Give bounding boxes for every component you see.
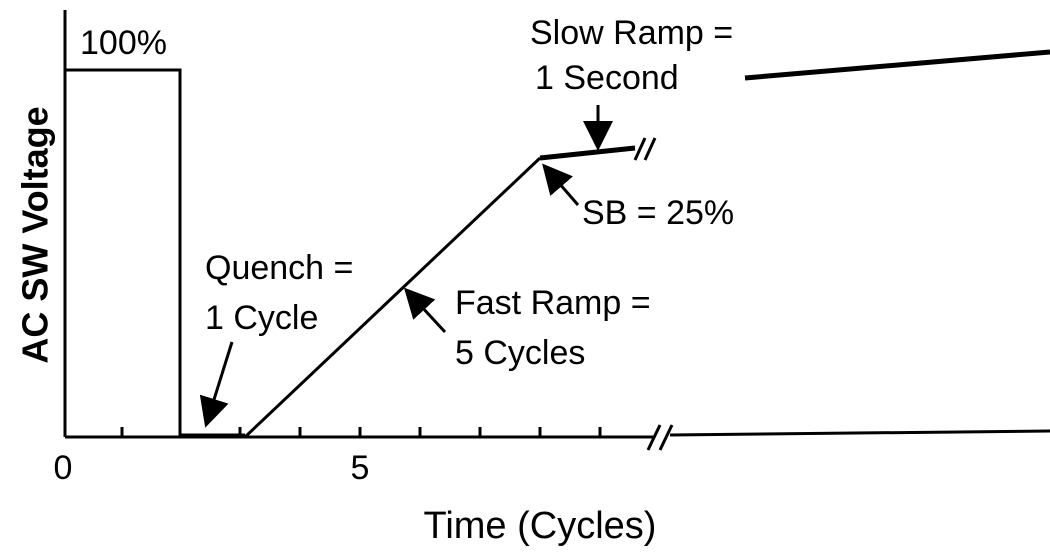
annotation: 5 Cycles <box>455 334 585 372</box>
annotation: Fast Ramp = <box>455 284 651 322</box>
y-axis-label: AC SW Voltage <box>15 106 56 363</box>
annotation: Slow Ramp = <box>530 14 733 52</box>
annotation: 1 Cycle <box>205 299 318 337</box>
x-tick-label: 0 <box>54 449 73 487</box>
annotation: SB = 25% <box>582 194 734 232</box>
x-axis-label: Time (Cycles) <box>424 505 657 547</box>
arrows <box>199 105 613 428</box>
x-tick-label: 5 <box>351 449 370 487</box>
annotation: Quench = <box>205 249 353 287</box>
annotation: 1 Second <box>535 59 679 97</box>
waveform <box>65 49 1050 439</box>
pulse-label: 100% <box>80 24 167 62</box>
